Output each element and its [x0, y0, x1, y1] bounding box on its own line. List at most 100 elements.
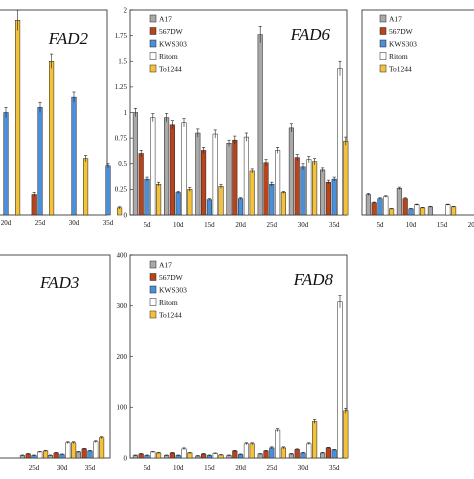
bar-to1244 [280, 192, 286, 216]
y-tick-label: 200 [117, 353, 128, 361]
bar-ritom [37, 451, 43, 459]
bar-567dw [81, 448, 87, 459]
bars-group [132, 295, 349, 459]
bar-to1244 [71, 442, 77, 459]
legend-label: To1244 [159, 65, 182, 74]
y-tick-label: 1.75 [115, 32, 128, 40]
legend-label: To1244 [159, 311, 182, 320]
bar-kws303 [269, 184, 275, 216]
x-tick-label: 30d [69, 219, 80, 227]
bar-to1244 [451, 206, 457, 216]
bar-kws303 [300, 166, 306, 216]
x-tick-label: 20d [1, 219, 12, 227]
x-tick-label: 25d [267, 221, 278, 229]
bar-ritom [275, 150, 281, 216]
bars-group [3, 10, 123, 216]
bar-kws303 [37, 107, 43, 216]
bar-567dw [232, 450, 238, 459]
bar-to1244 [389, 208, 395, 216]
y-tick-label: 0 [124, 211, 128, 219]
legend-label: KWS303 [389, 40, 417, 49]
bar-to1244 [280, 447, 286, 459]
panel-fad8: 0 100 200 300 400 5d 10d 15d 20d 25d 30d 35d FAD8 A17… [117, 251, 349, 472]
x-tick-label: 35d [85, 464, 96, 472]
bar-kws303 [331, 178, 337, 216]
legend-swatch [149, 285, 157, 294]
bar-567dw [25, 453, 31, 459]
bar-kws303 [238, 198, 244, 216]
legend-swatch [149, 298, 157, 306]
y-tick-label: 400 [117, 251, 128, 259]
x-tick-label: 20d [235, 221, 246, 229]
bar-to1244 [312, 421, 318, 459]
bar-to1244 [343, 410, 349, 459]
bar-to1244 [343, 140, 349, 216]
legend-swatch [379, 39, 387, 48]
legend-swatch [379, 27, 387, 35]
x-tick-label: 15d [204, 221, 215, 229]
bar-to1244 [249, 170, 255, 216]
x-tick-label: 5d [144, 464, 152, 472]
bar-ritom [212, 453, 218, 459]
y-tick-label: 0.75 [115, 134, 128, 142]
bar-kws303 [59, 454, 65, 459]
bar-567dw [402, 198, 408, 216]
bar-a17 [396, 188, 402, 216]
bar-kws303 [175, 192, 181, 216]
x-tick-label: 35d [103, 219, 114, 227]
x-tick-label: 35d [329, 221, 340, 229]
bar-567dw [169, 452, 175, 459]
bar-ritom [306, 159, 312, 216]
bar-567dw [232, 139, 238, 216]
y-tick-label: 1 [124, 109, 128, 117]
bar-kws303 [144, 178, 150, 216]
x-tick-label: 30d [298, 221, 309, 229]
legend-label: KWS303 [159, 40, 187, 49]
bar-ritom [181, 122, 187, 216]
bar-a17 [226, 143, 232, 216]
legend-label: Ritom [389, 52, 408, 61]
bar-567dw [263, 162, 269, 216]
bar-ritom [243, 136, 249, 216]
x-tick-label: 25d [267, 464, 278, 472]
bar-ritom [275, 429, 281, 459]
bar-567dw [294, 449, 300, 459]
bar-ritom [212, 133, 218, 216]
bars-group [132, 26, 349, 216]
bar-kws303 [269, 447, 275, 459]
bar-to1244 [218, 186, 224, 216]
bar-ritom [150, 451, 156, 459]
bars-group [19, 436, 105, 459]
bar-ritom [243, 443, 249, 459]
legend-label: To1244 [389, 65, 412, 74]
x-tick-label: 15d [437, 221, 448, 229]
legend-swatch [149, 14, 157, 23]
panel-title: FAD6 [290, 25, 331, 44]
bar-ritom [337, 301, 343, 459]
bar-kws303 [206, 199, 212, 216]
bar-to1244 [187, 452, 193, 459]
x-tick-label: 10d [173, 221, 184, 229]
x-tick-label: 10d [173, 464, 184, 472]
y-tick-label: 0.25 [115, 186, 128, 194]
x-tick-label: 5d [377, 221, 385, 229]
panel-title: FAD2 [48, 29, 89, 48]
bar-567dw [371, 202, 377, 216]
bar-567dw [294, 157, 300, 216]
bar-kws303 [377, 198, 383, 216]
x-tick-label: 30d [298, 464, 309, 472]
bar-to1244 [420, 207, 426, 216]
legend-swatch [149, 310, 157, 319]
x-tick-label: 30d [57, 464, 68, 472]
bar-ritom [181, 448, 187, 459]
bar-a17 [195, 132, 201, 216]
legend-label: 567DW [159, 273, 184, 282]
bar-567dw [31, 194, 37, 216]
bar-to1244 [156, 452, 162, 459]
legend-label: KWS303 [159, 286, 187, 295]
x-tick-label: 35d [329, 464, 340, 472]
bar-ritom [337, 68, 343, 216]
panel-fad3: 25d 30d 35d FAD3 [0, 254, 111, 472]
bar-ritom [414, 204, 420, 216]
